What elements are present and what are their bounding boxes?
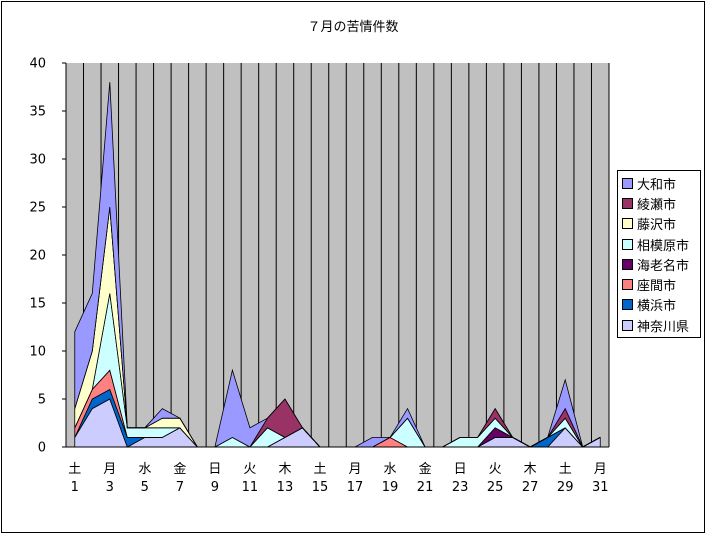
x-tick-label: 21 — [417, 480, 434, 495]
legend-item: 大和市 — [618, 173, 700, 193]
x-tick-weekday: 日 — [208, 462, 221, 477]
legend-swatch — [622, 258, 633, 270]
x-tick-weekday: 木 — [278, 462, 291, 477]
x-tick-weekday: 土 — [313, 462, 326, 477]
x-tick-label: 13 — [277, 480, 294, 495]
x-tick-weekday: 金 — [173, 461, 186, 477]
y-tick-label: 30 — [29, 153, 46, 168]
legend-label: 横浜市 — [637, 299, 677, 315]
y-tick-label: 0 — [38, 441, 46, 456]
x-tick-weekday: 火 — [489, 462, 502, 477]
x-tick-label: 9 — [211, 480, 219, 495]
legend-swatch — [622, 279, 633, 291]
area-series-7 — [74, 82, 601, 448]
x-tick-label: 31 — [592, 480, 609, 495]
legend-label: 座間市 — [637, 279, 677, 295]
legend-swatch — [622, 319, 633, 331]
y-tick-label: 40 — [29, 57, 46, 72]
y-tick-label: 25 — [29, 201, 46, 216]
y-tick-label: 5 — [38, 393, 46, 408]
x-tick-label: 15 — [312, 480, 329, 495]
y-tick-label: 10 — [29, 345, 46, 360]
chart-title: ７月の苦情件数 — [307, 20, 399, 35]
legend: 大和市綾瀬市藤沢市相模原市海老名市座間市横浜市神奈川県 — [617, 170, 701, 339]
legend-swatch — [622, 238, 633, 250]
x-tick-label: 11 — [242, 480, 259, 495]
legend-item: 藤沢市 — [618, 214, 700, 234]
x-tick-weekday: 木 — [524, 462, 537, 477]
x-tick-label: 29 — [557, 480, 574, 495]
legend-swatch — [622, 177, 633, 189]
legend-item: 海老名市 — [618, 254, 700, 274]
legend-label: 大和市 — [637, 177, 677, 193]
legend-item: 綾瀬市 — [618, 193, 700, 213]
legend-label: 相模原市 — [637, 238, 690, 254]
legend-label: 綾瀬市 — [637, 197, 677, 213]
y-tick-label: 15 — [29, 297, 46, 312]
legend-item: 横浜市 — [618, 295, 700, 315]
y-tick-label: 35 — [29, 105, 46, 120]
y-tick-label: 20 — [29, 249, 46, 264]
legend-swatch — [622, 218, 633, 230]
legend-label: 藤沢市 — [637, 218, 677, 234]
legend-swatch — [622, 299, 633, 311]
x-tick-weekday: 月 — [103, 462, 116, 477]
x-tick-weekday: 月 — [594, 462, 607, 477]
x-tick-label: 27 — [522, 480, 539, 495]
x-tick-label: 17 — [347, 480, 364, 495]
legend-label: 海老名市 — [637, 258, 690, 274]
x-tick-weekday: 金 — [419, 461, 432, 477]
legend-swatch — [622, 197, 633, 209]
legend-label: 神奈川県 — [637, 319, 690, 335]
x-tick-weekday: 土 — [68, 462, 81, 477]
legend-item: 相模原市 — [618, 234, 700, 254]
x-tick-label: 19 — [382, 480, 399, 495]
x-tick-weekday: 日 — [454, 462, 467, 477]
x-tick-weekday: 月 — [349, 462, 362, 477]
x-tick-weekday: 水 — [384, 462, 397, 477]
x-tick-label: 5 — [141, 480, 149, 495]
x-tick-weekday: 土 — [559, 462, 572, 477]
plot-area — [66, 63, 609, 447]
x-tick-label: 7 — [176, 480, 184, 495]
legend-item: 座間市 — [618, 274, 700, 294]
legend-item: 神奈川県 — [618, 315, 700, 335]
x-tick-weekday: 水 — [138, 462, 151, 477]
x-tick-label: 1 — [71, 480, 79, 495]
x-tick-weekday: 火 — [243, 462, 256, 477]
x-tick-label: 23 — [452, 480, 469, 495]
x-tick-label: 25 — [487, 480, 504, 495]
x-tick-label: 3 — [106, 480, 114, 495]
